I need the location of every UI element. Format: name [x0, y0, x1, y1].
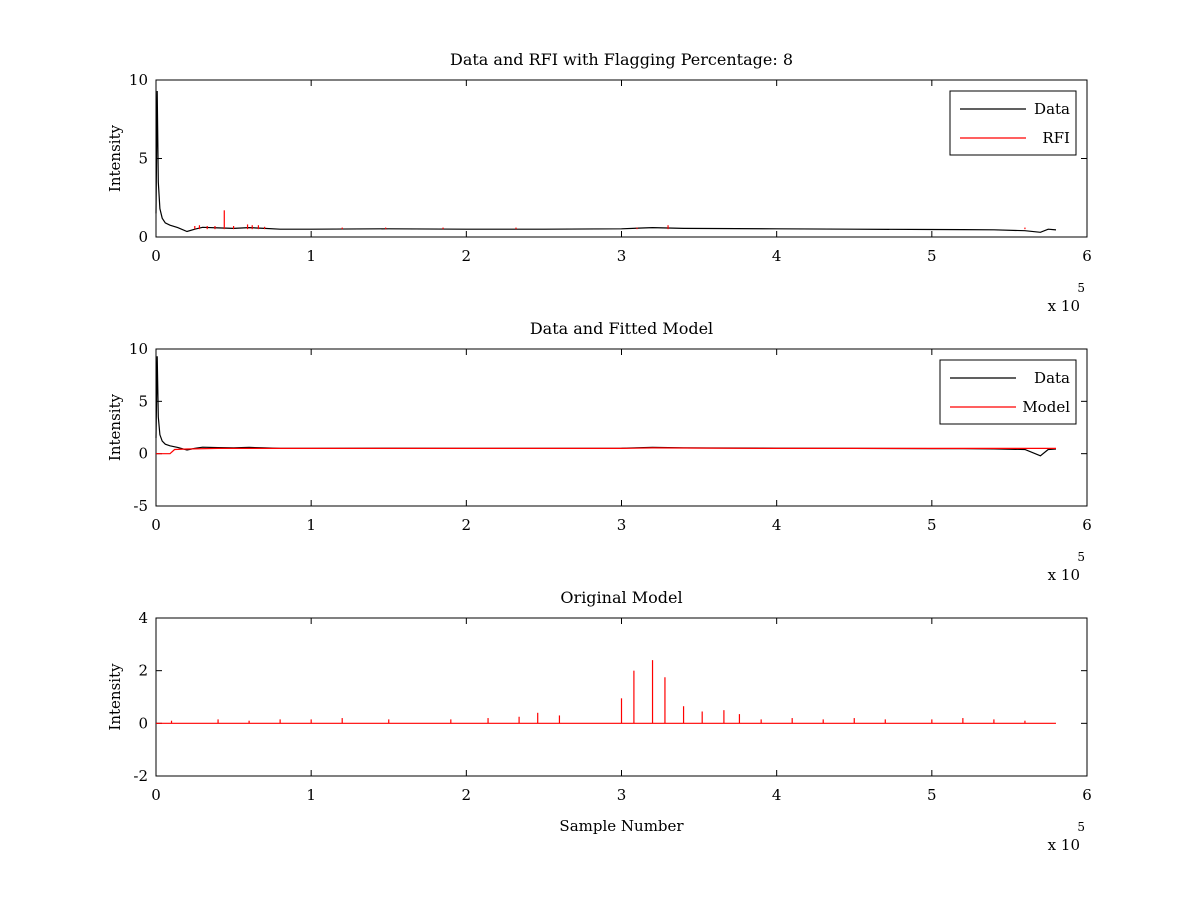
y-tick-label: 10	[129, 71, 148, 89]
y-axis-label: Intensity	[106, 663, 124, 731]
subplot-1: Data and RFI with Flagging Percentage: 8…	[106, 50, 1092, 315]
legend-entry: RFI	[1042, 129, 1070, 147]
x-tick-label: 3	[617, 516, 627, 534]
series-line-0	[156, 660, 1056, 724]
x-tick-label: 3	[617, 786, 627, 804]
y-axis-label: Intensity	[106, 393, 124, 461]
y-tick-label: 0	[138, 445, 148, 463]
x-multiplier-exponent: 5	[1077, 281, 1085, 295]
x-multiplier: x 10	[1048, 566, 1080, 584]
legend: Data RFI	[949, 90, 1077, 156]
legend-entry: Data	[1034, 100, 1070, 118]
series-line	[156, 447, 1056, 455]
x-multiplier-exponent: 5	[1077, 550, 1085, 564]
x-tick-label: 6	[1082, 247, 1092, 265]
y-tick-label: 4	[138, 609, 148, 627]
series-model	[156, 447, 1056, 455]
series-rfi	[194, 210, 1026, 230]
legend-box	[939, 359, 1077, 425]
series-data	[155, 90, 1057, 233]
y-tick-label: -5	[133, 497, 148, 515]
legend-entry: Model	[1022, 398, 1070, 416]
y-tick-label: 0	[138, 228, 148, 246]
x-multiplier: x 10	[1048, 836, 1080, 854]
legend-entry: Data	[1034, 369, 1070, 387]
x-tick-label: 5	[927, 516, 937, 534]
y-tick-label: 5	[138, 392, 148, 410]
x-multiplier: x 10	[1048, 297, 1080, 315]
x-tick-label: 1	[306, 247, 316, 265]
plot-title: Original Model	[560, 588, 682, 607]
y-tick-label: -2	[133, 767, 148, 785]
x-tick-label: 6	[1082, 516, 1092, 534]
x-tick-label: 6	[1082, 786, 1092, 804]
x-tick-label: 5	[927, 247, 937, 265]
y-axis-label: Intensity	[106, 124, 124, 192]
y-tick-label: 0	[138, 714, 148, 732]
x-axis-label: Sample Number	[559, 817, 684, 835]
x-tick-label: 2	[462, 247, 472, 265]
axes-box	[155, 348, 1088, 507]
x-tick-label: 4	[772, 516, 782, 534]
x-tick-label: 0	[151, 516, 161, 534]
x-tick-label: 1	[306, 786, 316, 804]
x-tick-label: 3	[617, 247, 627, 265]
x-tick-label: 1	[306, 516, 316, 534]
x-tick-label: 5	[927, 786, 937, 804]
y-tick-label: 10	[129, 340, 148, 358]
legend: Data Model	[939, 359, 1077, 425]
legend-box	[949, 90, 1077, 156]
axes-box	[155, 79, 1088, 238]
y-tick-label: 5	[138, 150, 148, 168]
x-tick-label: 4	[772, 247, 782, 265]
plot-title: Data and RFI with Flagging Percentage: 8	[450, 50, 793, 69]
axes-box	[155, 617, 1088, 777]
x-tick-label: 0	[151, 247, 161, 265]
x-tick-label: 4	[772, 786, 782, 804]
x-tick-label: 0	[151, 786, 161, 804]
plot-title: Data and Fitted Model	[530, 319, 713, 338]
x-tick-label: 2	[462, 786, 472, 804]
x-multiplier-exponent: 5	[1077, 820, 1085, 834]
series-line	[155, 90, 1057, 233]
y-tick-label: 2	[138, 662, 148, 680]
x-tick-label: 2	[462, 516, 472, 534]
